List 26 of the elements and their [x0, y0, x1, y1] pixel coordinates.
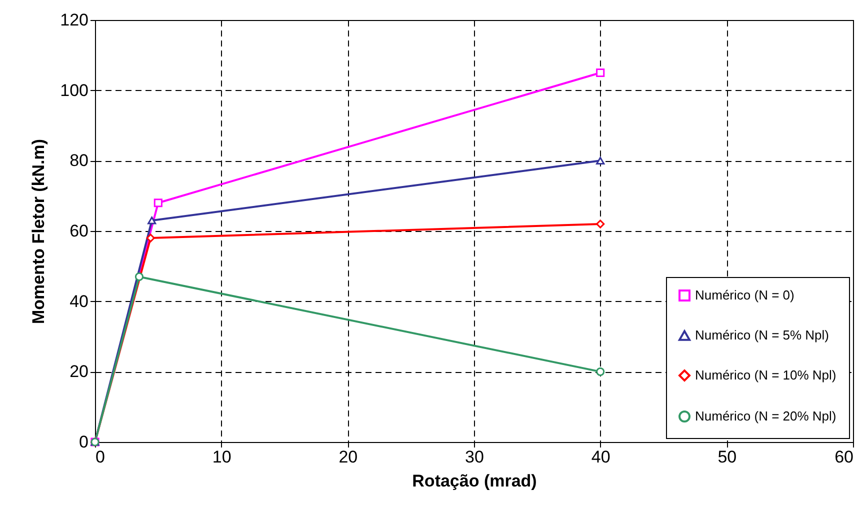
legend-label: Numérico (N = 20% Npl) — [695, 408, 836, 424]
x-tick-label: 50 — [718, 448, 737, 466]
y-axis-title: Momento Fletor (kN.m) — [29, 138, 48, 324]
y-tick-label: 0 — [79, 432, 88, 452]
legend-label: Numérico (N = 0) — [695, 288, 794, 302]
x-tick-label: 10 — [212, 448, 232, 466]
point — [154, 198, 162, 208]
y-tick-label: 100 — [60, 80, 88, 100]
x-axis-title: Rotação (mrad) — [412, 472, 537, 490]
point — [596, 68, 605, 78]
point — [596, 367, 605, 376]
x-tick-label: 60 — [834, 448, 854, 466]
x-tick-label: 30 — [465, 448, 484, 466]
y-tick-label: 120 — [60, 10, 88, 30]
legend-label: Numérico (N = 10% Npl) — [695, 368, 836, 382]
x-tick-label: 0 — [96, 448, 105, 466]
x-tick-label: 20 — [338, 448, 358, 466]
x-tick-label: 40 — [591, 448, 610, 466]
y-tick-label: 60 — [70, 222, 88, 240]
point — [134, 272, 144, 281]
y-tick-label: 20 — [70, 362, 88, 382]
y-tick-label: 80 — [70, 151, 88, 170]
point — [146, 234, 155, 242]
y-tick-label: 40 — [70, 292, 88, 311]
point — [596, 220, 605, 228]
legend-label: Numérico (N = 5% Npl) — [695, 328, 830, 342]
